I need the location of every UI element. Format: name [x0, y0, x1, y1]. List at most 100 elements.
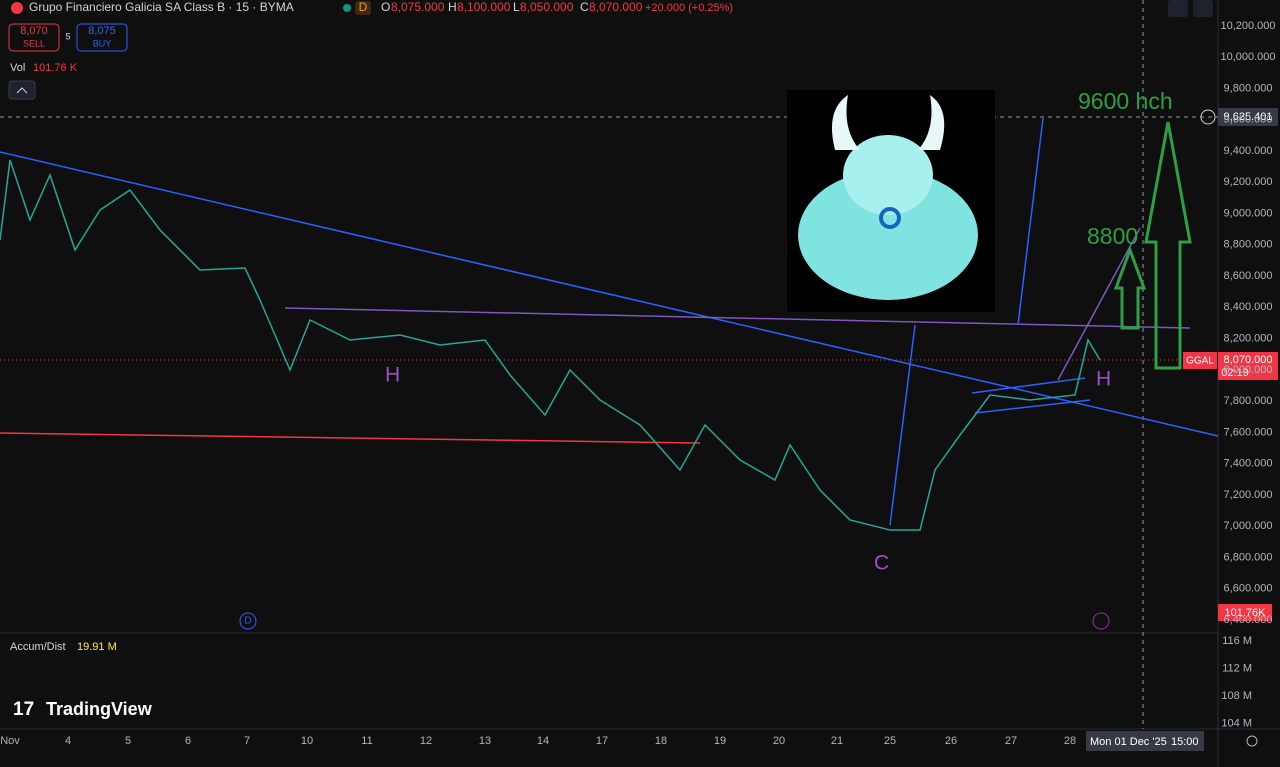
- bull-horns: [831, 95, 945, 150]
- neckline: [284, 307, 1191, 329]
- market-status: [343, 4, 351, 12]
- date-axis-label: 19: [714, 735, 726, 747]
- price-axis-label: 8,600.000: [1224, 270, 1273, 282]
- buy-label[interactable]: BUY: [93, 38, 112, 48]
- ohlc-h-label: H: [448, 0, 457, 14]
- crosshair-price-box: [1218, 108, 1278, 126]
- annotation: H: [1096, 368, 1111, 391]
- measure-line: [1017, 117, 1044, 326]
- price-axis-label: 8,400.000: [1224, 301, 1273, 313]
- flag-box: [355, 1, 371, 15]
- logo: TradingView: [46, 699, 153, 719]
- date-axis-label: 7: [244, 735, 250, 747]
- event-marker[interactable]: [1092, 612, 1110, 630]
- price-axis-label: 7,400.000: [1224, 458, 1273, 470]
- ohlc-low: 8,050.000: [520, 0, 574, 14]
- indicator-axis-label: 108 M: [1221, 690, 1252, 702]
- annotation: H: [385, 364, 400, 387]
- sell-price[interactable]: 8,070: [20, 25, 48, 37]
- ohlc-l-label: L: [513, 0, 520, 14]
- wedge-line: [974, 399, 1091, 414]
- collapse-button[interactable]: [8, 80, 36, 100]
- bull-ring: [879, 207, 901, 229]
- indicator-axis-label: 104 M: [1221, 717, 1252, 729]
- date-axis-label: 27: [1005, 735, 1017, 747]
- ohlc-close: 8,070.000: [589, 0, 643, 14]
- indicator-axis-label: 112 M: [1222, 662, 1252, 674]
- buy-button[interactable]: [76, 23, 128, 52]
- last-price: 8,070.000: [1224, 354, 1273, 366]
- symbol-badge-box: [1183, 352, 1217, 369]
- date-axis-label: 10: [301, 735, 313, 747]
- sell-label[interactable]: SELL: [23, 38, 45, 48]
- date-axis-label: 17: [596, 735, 608, 747]
- measure-line: [889, 324, 916, 526]
- price-axis-label: 6,400.000: [1224, 614, 1273, 626]
- ohlc-c-label: C: [580, 0, 589, 14]
- price-axis-label: 6,600.000: [1224, 583, 1273, 595]
- target-arrow: [1144, 121, 1192, 370]
- price-axis-label: 7,800.000: [1224, 395, 1273, 407]
- bull-body: [798, 170, 978, 300]
- spread: 5: [65, 31, 70, 41]
- add-button[interactable]: [1200, 109, 1216, 125]
- date-axis-label: 21: [831, 735, 843, 747]
- volume-badge-box: [1218, 604, 1272, 621]
- date-axis-label: 20: [773, 735, 785, 747]
- flag: D: [359, 0, 368, 14]
- crosshair-date: Mon 01 Dec '25: [1090, 736, 1167, 748]
- scroll-button[interactable]: [1168, 0, 1188, 17]
- symbol-badge: GGAL: [1186, 356, 1214, 367]
- price-axis-label: 9,200.000: [1224, 176, 1273, 188]
- price-axis-label: 7,200.000: [1224, 489, 1273, 501]
- price-axis-label: 7,000.000: [1224, 520, 1273, 532]
- date-axis-label: 12: [420, 735, 432, 747]
- date-axis-label: 11: [361, 735, 372, 747]
- crosshair-price: 9,625.401: [1224, 111, 1273, 123]
- date-axis-label: 6: [185, 735, 191, 747]
- date-axis-label: 26: [945, 735, 957, 747]
- price-axis-label: 8,200.000: [1224, 333, 1273, 345]
- date-axis-label: 5: [125, 735, 131, 747]
- date-axis-label: 14: [537, 735, 549, 747]
- crosshair-date-box: [1086, 731, 1204, 751]
- last-price-box: [1218, 352, 1278, 380]
- date-axis-label: 13: [479, 735, 491, 747]
- settings-button[interactable]: [1246, 735, 1258, 747]
- price-axis-label: 6,800.000: [1224, 551, 1273, 563]
- price-axis-label: 9,400.000: [1224, 145, 1273, 157]
- dividend-text: D: [244, 616, 251, 627]
- fullscreen-button[interactable]: [1193, 0, 1213, 17]
- logo-mark: 17: [13, 699, 34, 720]
- symbol-icon: [11, 2, 23, 14]
- projection-line: [1057, 227, 1141, 381]
- price-axis-label: 10,000.000: [1220, 51, 1275, 63]
- date-axis-label: 25: [884, 735, 896, 747]
- annotation: 8800: [1087, 223, 1138, 249]
- ohlc-change: +20.000 (+0.25%): [645, 2, 733, 14]
- dividend-marker[interactable]: [239, 612, 257, 630]
- crosshair-time: 15:00: [1171, 736, 1199, 748]
- indicator-axis-label: 116 M: [1222, 635, 1252, 647]
- sell-button[interactable]: [8, 23, 60, 52]
- price-axis-label: 9,000.000: [1224, 207, 1273, 219]
- price-axis-label: 9,600.000: [1224, 114, 1273, 126]
- indicator-value: 19.91 M: [77, 641, 117, 653]
- bull-head: [843, 135, 933, 215]
- volume-value: 101.76 K: [33, 62, 78, 74]
- ohlc-high: 8,100.000: [457, 0, 511, 14]
- target-arrow: [1113, 245, 1147, 330]
- date-axis-label: 4: [65, 735, 71, 747]
- buy-price[interactable]: 8,075: [88, 25, 116, 37]
- trend-line: [0, 151, 1219, 437]
- price-axis-label: 10,200.000: [1220, 20, 1275, 32]
- price-path: [0, 159, 1101, 531]
- price-axis-label: 8,000.000: [1224, 364, 1273, 376]
- wedge-line: [971, 377, 1086, 394]
- annotation: 9600 hch: [1078, 88, 1173, 114]
- support-line: [0, 432, 701, 444]
- indicator-name: Accum/Dist: [10, 641, 66, 653]
- price-axis-label: 8,800.000: [1224, 239, 1273, 251]
